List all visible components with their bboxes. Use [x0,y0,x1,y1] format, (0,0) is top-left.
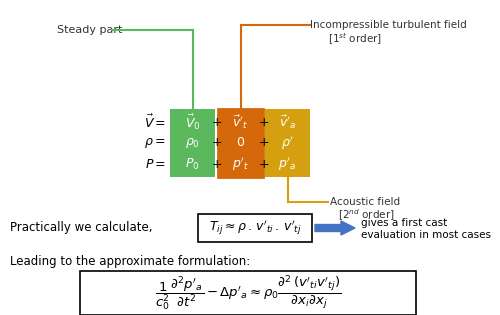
Text: Incompressible turbulent field: Incompressible turbulent field [310,20,467,30]
FancyBboxPatch shape [170,109,215,177]
Text: evaluation in most cases: evaluation in most cases [361,230,491,240]
Text: +: + [258,136,270,150]
Text: $\rho = $: $\rho = $ [144,136,166,150]
Text: $\rho_0$: $\rho_0$ [185,136,200,150]
Text: $\vec{v}'_a$: $\vec{v}'_a$ [279,113,296,131]
Text: Acoustic field: Acoustic field [330,197,400,207]
Text: +: + [211,136,222,150]
Text: [2$^{nd}$ order]: [2$^{nd}$ order] [338,207,394,223]
Text: $\dfrac{1}{c_0^2}\dfrac{\partial^2 p'_a}{\partial t^2} - \Delta p'_a \approx \rh: $\dfrac{1}{c_0^2}\dfrac{\partial^2 p'_a}… [154,273,342,313]
Text: gives a first cast: gives a first cast [361,218,448,228]
Text: $T_{ij} \approx \rho\, .\, v'_{ti}\, .\, v'_{tj}$: $T_{ij} \approx \rho\, .\, v'_{ti}\, .\,… [208,219,302,237]
Text: Steady part: Steady part [57,25,122,35]
Text: $\rho'$: $\rho'$ [281,134,294,152]
Text: +: + [211,116,222,129]
Text: $P = $: $P = $ [145,158,166,170]
FancyBboxPatch shape [265,109,310,177]
Text: Practically we calculate,: Practically we calculate, [10,221,152,234]
Polygon shape [315,221,355,235]
FancyBboxPatch shape [218,109,263,177]
Text: $\vec{v}'_t$: $\vec{v}'_t$ [232,113,248,131]
Text: $P_0$: $P_0$ [185,157,200,172]
Text: $0$: $0$ [236,136,245,150]
Text: [1$^{st}$ order]: [1$^{st}$ order] [328,31,382,47]
Text: $p'_a$: $p'_a$ [278,155,296,173]
FancyBboxPatch shape [80,271,416,315]
Text: $\vec{V}_0$: $\vec{V}_0$ [184,112,200,132]
FancyBboxPatch shape [198,214,312,242]
Text: +: + [258,116,270,129]
Text: $p'_t$: $p'_t$ [232,155,249,173]
Text: +: + [211,158,222,170]
FancyBboxPatch shape [218,109,263,177]
Text: $\vec{V} = $: $\vec{V} = $ [144,113,166,131]
Text: Leading to the approximate formulation:: Leading to the approximate formulation: [10,255,250,267]
Text: +: + [258,158,270,170]
